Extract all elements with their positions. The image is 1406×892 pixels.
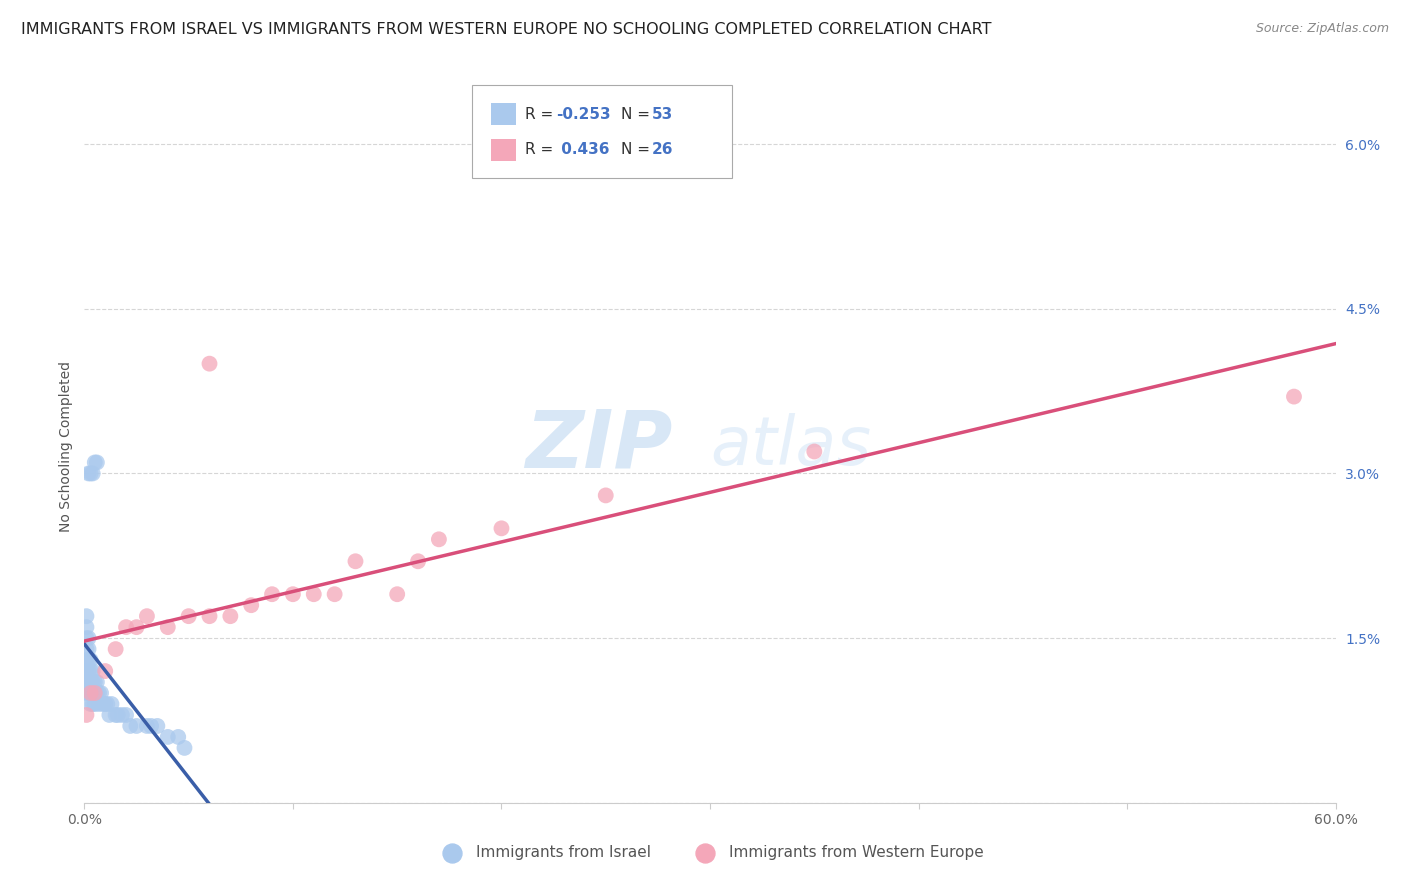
Point bbox=[86, 686, 108, 700]
Text: 26: 26 bbox=[651, 143, 673, 157]
Point bbox=[83, 697, 105, 711]
Point bbox=[82, 467, 104, 481]
Point bbox=[595, 488, 617, 502]
Point bbox=[90, 686, 112, 700]
Text: N =: N = bbox=[620, 107, 654, 121]
Point bbox=[82, 675, 104, 690]
Point bbox=[125, 620, 148, 634]
Point bbox=[177, 609, 200, 624]
Point bbox=[111, 708, 134, 723]
Point bbox=[79, 686, 101, 700]
Text: 53: 53 bbox=[651, 107, 672, 121]
Point bbox=[344, 554, 367, 568]
Point bbox=[83, 455, 105, 469]
Point bbox=[83, 686, 105, 700]
Point bbox=[125, 719, 148, 733]
Point bbox=[302, 587, 325, 601]
Point bbox=[87, 686, 110, 700]
Point bbox=[198, 357, 221, 371]
Point bbox=[79, 653, 101, 667]
Point bbox=[146, 719, 169, 733]
Point bbox=[79, 467, 101, 481]
Point bbox=[115, 708, 138, 723]
Point bbox=[94, 664, 117, 678]
Point bbox=[104, 642, 127, 657]
Point bbox=[79, 664, 101, 678]
Text: atlas: atlas bbox=[710, 413, 872, 479]
Point bbox=[75, 686, 97, 700]
Point bbox=[75, 620, 97, 634]
Point bbox=[100, 697, 122, 711]
Point bbox=[427, 533, 450, 547]
Point bbox=[79, 697, 101, 711]
Point bbox=[83, 675, 105, 690]
Point bbox=[262, 587, 284, 601]
Point bbox=[77, 631, 100, 645]
Text: Source: ZipAtlas.com: Source: ZipAtlas.com bbox=[1256, 22, 1389, 36]
Point bbox=[139, 719, 162, 733]
Point bbox=[75, 631, 97, 645]
Text: -0.253: -0.253 bbox=[555, 107, 610, 121]
Legend: Immigrants from Israel, Immigrants from Western Europe: Immigrants from Israel, Immigrants from … bbox=[430, 839, 990, 866]
Point bbox=[79, 686, 101, 700]
Point bbox=[82, 697, 104, 711]
Point bbox=[79, 675, 101, 690]
Point bbox=[156, 730, 179, 744]
Point bbox=[167, 730, 190, 744]
Point bbox=[77, 675, 100, 690]
Point bbox=[87, 697, 110, 711]
Point bbox=[75, 653, 97, 667]
Text: IMMIGRANTS FROM ISRAEL VS IMMIGRANTS FROM WESTERN EUROPE NO SCHOOLING COMPLETED : IMMIGRANTS FROM ISRAEL VS IMMIGRANTS FRO… bbox=[21, 22, 991, 37]
Point bbox=[173, 740, 195, 755]
Point bbox=[77, 686, 100, 700]
Point bbox=[198, 609, 221, 624]
Point bbox=[86, 455, 108, 469]
Point bbox=[91, 697, 114, 711]
Point bbox=[98, 708, 121, 723]
Point bbox=[96, 697, 118, 711]
Point bbox=[75, 708, 97, 723]
Point bbox=[803, 444, 825, 458]
Point bbox=[136, 609, 159, 624]
Point bbox=[104, 708, 127, 723]
Text: R =: R = bbox=[524, 143, 558, 157]
Point bbox=[219, 609, 242, 624]
Y-axis label: No Schooling Completed: No Schooling Completed bbox=[59, 360, 73, 532]
Point bbox=[240, 598, 263, 612]
Point bbox=[406, 554, 429, 568]
Text: ZIP: ZIP bbox=[524, 407, 672, 485]
Point bbox=[77, 664, 100, 678]
Point bbox=[107, 708, 129, 723]
Point bbox=[82, 686, 104, 700]
Point bbox=[75, 609, 97, 624]
Point bbox=[75, 642, 97, 657]
Point bbox=[82, 664, 104, 678]
Point bbox=[120, 719, 142, 733]
Point bbox=[156, 620, 179, 634]
Point bbox=[94, 697, 117, 711]
Point bbox=[75, 664, 97, 678]
Point bbox=[86, 675, 108, 690]
Point bbox=[77, 467, 100, 481]
Text: N =: N = bbox=[620, 143, 654, 157]
Point bbox=[136, 719, 159, 733]
Point bbox=[75, 675, 97, 690]
Point bbox=[281, 587, 304, 601]
Text: R =: R = bbox=[524, 107, 558, 121]
Point bbox=[83, 686, 105, 700]
Point bbox=[323, 587, 346, 601]
Point bbox=[491, 521, 513, 535]
Point bbox=[115, 620, 138, 634]
Point bbox=[77, 653, 100, 667]
Text: 0.436: 0.436 bbox=[555, 143, 609, 157]
Point bbox=[385, 587, 409, 601]
Point bbox=[77, 642, 100, 657]
Point bbox=[1282, 390, 1305, 404]
